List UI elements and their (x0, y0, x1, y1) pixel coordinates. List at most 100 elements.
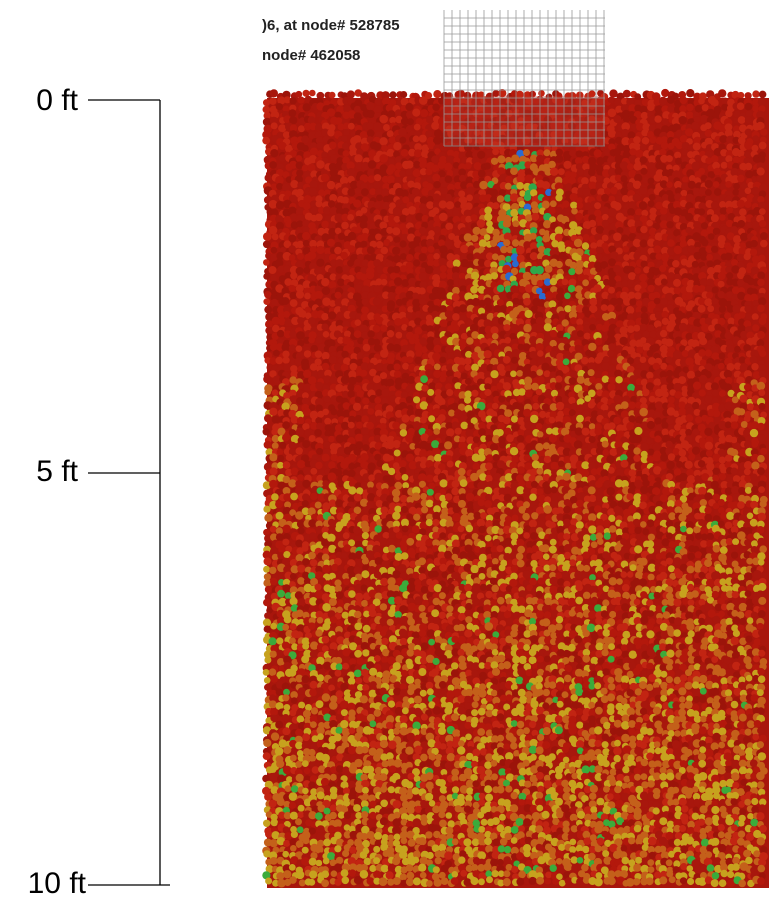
particle (629, 226, 636, 233)
particle (583, 410, 590, 417)
particle (524, 194, 531, 201)
particle (468, 423, 475, 430)
particle (367, 246, 375, 254)
particle (467, 187, 475, 195)
particle (641, 317, 649, 325)
particle (590, 416, 598, 424)
particle (460, 479, 468, 487)
particle (704, 507, 711, 514)
particle (420, 401, 428, 409)
particle (445, 194, 452, 201)
particle (353, 135, 361, 143)
particle (545, 242, 552, 249)
particle (536, 155, 544, 163)
particle (562, 200, 569, 207)
particle (750, 249, 757, 256)
particle (685, 429, 692, 436)
particle (575, 267, 583, 275)
particle (544, 370, 551, 377)
particle (751, 187, 759, 195)
particle (687, 371, 695, 379)
particle (524, 383, 532, 391)
particle (315, 124, 323, 132)
particle (615, 376, 622, 383)
particle (497, 460, 505, 468)
particle (615, 345, 622, 352)
particle (323, 331, 330, 338)
particle (556, 207, 563, 214)
particle (509, 461, 517, 469)
particle (434, 364, 441, 371)
particle (492, 480, 500, 488)
particle (379, 154, 388, 163)
particle (335, 292, 342, 299)
particle (706, 279, 714, 287)
particle (608, 422, 615, 429)
particle (396, 332, 403, 339)
particle (477, 151, 485, 159)
particle (433, 181, 440, 188)
particle (759, 317, 767, 325)
particle (400, 253, 407, 260)
particle (479, 181, 488, 190)
particle (400, 429, 407, 436)
particle (718, 272, 726, 280)
particle (633, 136, 641, 144)
particle (393, 266, 400, 273)
particle (303, 267, 310, 274)
particle (434, 454, 442, 462)
particle (673, 383, 681, 391)
particle (668, 397, 675, 404)
particle (361, 207, 368, 214)
particle (517, 443, 525, 451)
particle (536, 259, 543, 266)
particle (757, 279, 765, 287)
particle (712, 369, 719, 376)
particle (382, 188, 389, 195)
particle (296, 189, 303, 196)
particle (557, 331, 565, 339)
particle (706, 254, 713, 261)
particle (387, 175, 395, 183)
particle (504, 494, 512, 502)
particle-field (262, 89, 769, 888)
particle (448, 410, 455, 417)
particle (662, 118, 669, 125)
particle (323, 441, 330, 448)
particle (445, 175, 453, 183)
particle (510, 167, 518, 175)
particle (451, 488, 459, 496)
particle (608, 97, 615, 104)
particle (509, 310, 518, 319)
particle (548, 207, 556, 215)
particle (460, 314, 467, 321)
particle (466, 194, 473, 201)
particle (459, 175, 466, 182)
particle (269, 98, 276, 105)
particle (380, 209, 387, 216)
particle (712, 390, 719, 397)
particle (485, 494, 492, 501)
particle (679, 323, 687, 331)
particle (518, 388, 526, 396)
particle (461, 373, 468, 380)
particle (272, 233, 279, 240)
particle (643, 430, 650, 437)
particle (661, 279, 668, 286)
particle (269, 161, 277, 169)
particle (639, 201, 647, 209)
particle (525, 463, 533, 471)
particle (582, 428, 590, 436)
particle (276, 222, 284, 230)
particle (453, 325, 460, 332)
particle (590, 242, 597, 249)
particle (263, 298, 270, 305)
particle (361, 481, 368, 488)
particle (360, 221, 368, 229)
particle (706, 450, 713, 457)
particle (297, 241, 304, 248)
particle (698, 349, 706, 357)
particle (282, 297, 290, 305)
particle (636, 300, 643, 307)
particle (679, 473, 687, 481)
